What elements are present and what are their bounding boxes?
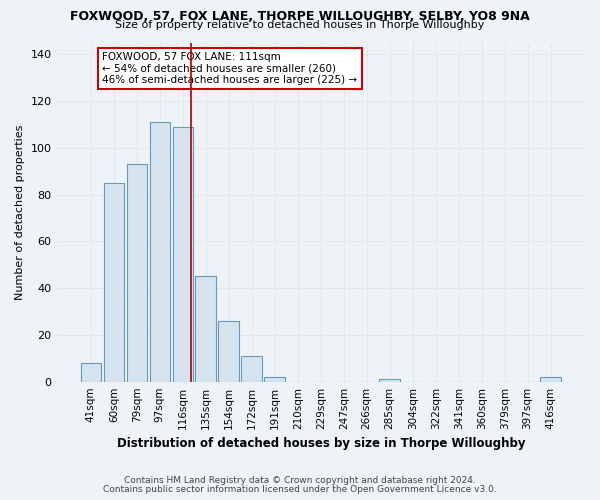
Text: Contains HM Land Registry data © Crown copyright and database right 2024.: Contains HM Land Registry data © Crown c… [124,476,476,485]
Bar [196,276,216,382]
Bar [149,122,170,382]
Bar [540,377,561,382]
Bar [80,363,101,382]
Bar [127,164,147,382]
Bar [379,380,400,382]
Bar [104,183,124,382]
Bar [241,356,262,382]
Bar [218,321,239,382]
Text: FOXWOOD, 57, FOX LANE, THORPE WILLOUGHBY, SELBY, YO8 9NA: FOXWOOD, 57, FOX LANE, THORPE WILLOUGHBY… [70,10,530,23]
Bar [265,377,285,382]
Text: FOXWOOD, 57 FOX LANE: 111sqm
← 54% of detached houses are smaller (260)
46% of s: FOXWOOD, 57 FOX LANE: 111sqm ← 54% of de… [103,52,358,85]
Text: Size of property relative to detached houses in Thorpe Willoughby: Size of property relative to detached ho… [115,20,485,30]
Y-axis label: Number of detached properties: Number of detached properties [15,124,25,300]
Bar [173,126,193,382]
Text: Contains public sector information licensed under the Open Government Licence v3: Contains public sector information licen… [103,484,497,494]
X-axis label: Distribution of detached houses by size in Thorpe Willoughby: Distribution of detached houses by size … [116,437,525,450]
